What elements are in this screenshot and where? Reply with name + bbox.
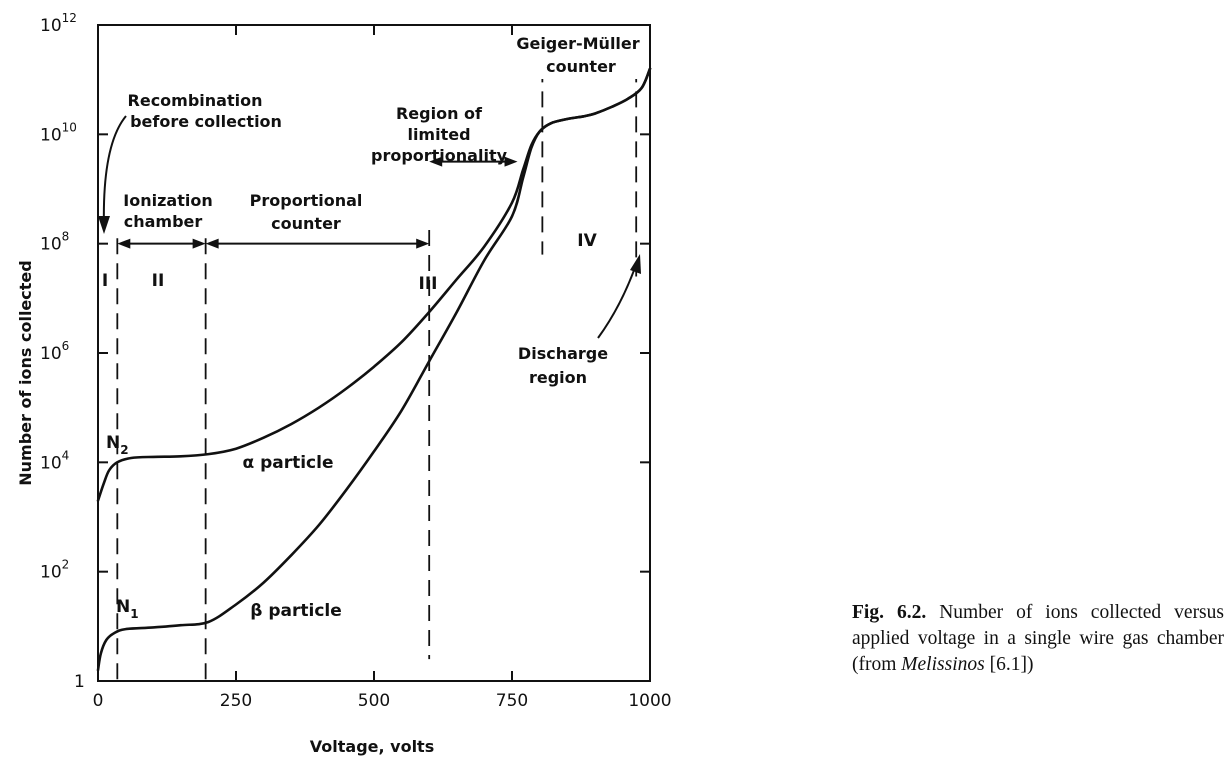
range-arrow-head-right (416, 238, 430, 249)
range-arrow-head-left (205, 238, 219, 249)
geiger-label-line1: Geiger-Müller (516, 34, 639, 53)
n1-label: N1 (116, 597, 139, 621)
ionization-label-line2: chamber (124, 212, 203, 231)
recombination-label-line1: Recombination (128, 91, 263, 110)
y-tick-label: 108 (40, 230, 69, 255)
beta-particle-curve (96, 67, 652, 672)
y-tick-label: 106 (40, 339, 69, 364)
beta-series-label: β particle (250, 601, 342, 621)
region-numeral-ii: II (152, 271, 165, 291)
limited-label-line2: limited (407, 125, 470, 144)
n2-subscript: 2 (120, 443, 128, 457)
y-tick-label: 1010 (40, 120, 77, 145)
series-curves (96, 67, 652, 672)
discharge-pointer (597, 261, 638, 339)
region-numeral-i: I (102, 271, 108, 291)
recombination-pointer (102, 115, 127, 229)
y-tick-label: 102 (40, 558, 69, 583)
figure-caption: Fig. 6.2. Number of ions collected versu… (852, 600, 1224, 678)
range-arrow-head-left (117, 238, 131, 249)
y-tick-label: 104 (40, 448, 69, 473)
region-numeral-iv: IV (577, 231, 597, 251)
proportional-label-line2: counter (271, 214, 341, 233)
alpha-series-label: α particle (242, 453, 333, 473)
discharge-pointer-head (630, 254, 641, 274)
x-tick-label: 500 (358, 691, 390, 711)
figure-caption-label: Fig. 6.2. (852, 602, 927, 623)
ionization-label-line1: Ionization (123, 191, 212, 210)
axis-ticks: 0 250 500 750 1000 1 102 104 106 108 1010 1012 (40, 11, 672, 711)
range-arrow-head-left (429, 156, 443, 167)
range-arrow-head-right (504, 156, 518, 167)
n1-subscript: 1 (130, 607, 138, 621)
x-tick-label: 750 (496, 691, 528, 711)
recombination-label-line2: before collection (130, 112, 282, 131)
region-numeral-iii: III (419, 274, 438, 294)
discharge-label-line2: region (529, 368, 587, 387)
figure-caption-text: Number of ions collected versus applied … (852, 602, 1224, 675)
x-tick-label: 250 (220, 691, 252, 711)
geiger-label-line2: counter (546, 57, 616, 76)
range-arrow-head-right (192, 238, 206, 249)
y-tick-label: 1012 (40, 11, 77, 36)
y-axis-label: Number of ions collected (16, 260, 35, 485)
proportional-label-line1: Proportional (250, 191, 363, 210)
figure-caption-ref: [6.1]) (984, 654, 1034, 675)
alpha-particle-curve (96, 67, 652, 502)
discharge-label-line1: Discharge (518, 344, 608, 363)
x-axis-label: Voltage, volts (310, 737, 434, 756)
x-tick-label: 1000 (628, 691, 671, 711)
geiger-label-backdrop (515, 31, 643, 79)
limited-label-line3: proportionality (371, 146, 508, 165)
y-tick-label: 1 (74, 672, 85, 692)
n2-label: N2 (106, 433, 129, 457)
figure-caption-author: Melissinos (901, 654, 985, 675)
limited-label-line1: Region of (396, 104, 483, 123)
recombination-pointer-head (98, 216, 110, 234)
x-tick-label: 0 (93, 691, 104, 711)
